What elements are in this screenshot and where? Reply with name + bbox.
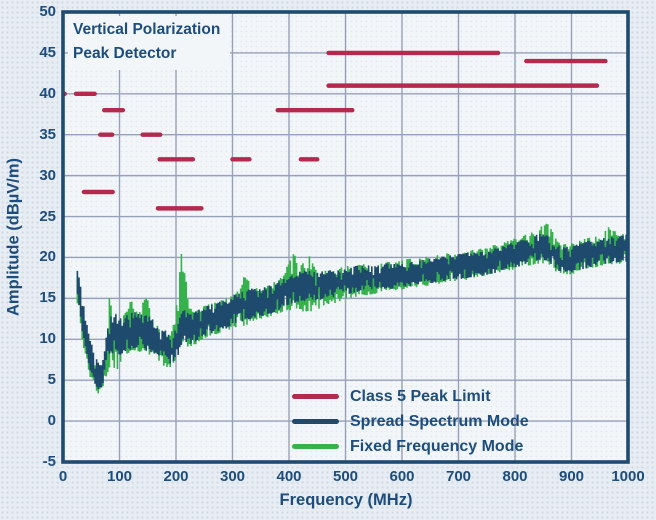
navy-trace-line-icon xyxy=(292,419,339,424)
legend-item-spread-spectrum-mode: Spread Spectrum Mode xyxy=(292,409,529,434)
y-tick-label: 10 xyxy=(39,330,56,348)
x-tick-label: 900 xyxy=(558,468,585,485)
y-tick-label: 30 xyxy=(39,166,56,184)
x-tick-label: 100 xyxy=(106,468,133,485)
legend-item-fixed-frequency-mode: Fixed Frequency Mode xyxy=(292,434,529,459)
annotation-line-1: Vertical Polarization xyxy=(73,21,221,38)
y-tick-label: 20 xyxy=(39,248,56,266)
y-tick-label: -5 xyxy=(42,453,56,470)
plot-border xyxy=(61,10,630,464)
legend-item-class5-peak-limit: Class 5 Peak Limit xyxy=(292,384,529,409)
annotation-line-2: Peak Detector xyxy=(73,45,177,63)
legend: Class 5 Peak Limit Spread Spectrum Mode … xyxy=(292,384,529,459)
x-axis-title: Frequency (MHz) xyxy=(279,491,413,509)
x-tick-label: 600 xyxy=(389,468,415,485)
green-trace-line-icon xyxy=(292,444,339,449)
legend-label: Spread Spectrum Mode xyxy=(350,412,529,430)
y-tick-label: 50 xyxy=(39,3,56,20)
x-tick-label: 700 xyxy=(445,468,472,485)
x-tick-label: 200 xyxy=(163,468,189,485)
y-tick-label: 35 xyxy=(39,125,56,143)
x-tick-label: 500 xyxy=(332,468,359,485)
legend-label: Class 5 Peak Limit xyxy=(350,387,491,405)
y-tick-label: 25 xyxy=(39,207,56,225)
x-tick-label: 1000 xyxy=(611,468,645,485)
y-tick-label: 0 xyxy=(47,412,56,430)
y-tick-label: 5 xyxy=(47,371,56,389)
x-tick-label: 400 xyxy=(276,468,302,485)
chart-annotation: Vertical Polarization Peak Detector xyxy=(68,16,231,71)
red-limit-line-icon xyxy=(292,394,339,399)
y-tick-label: 40 xyxy=(39,84,56,102)
spread-spectrum-trace xyxy=(76,234,627,389)
x-tick-label: 0 xyxy=(58,468,68,485)
y-tick-label: 45 xyxy=(39,43,56,61)
y-tick-label: 15 xyxy=(39,289,56,307)
x-tick-label: 300 xyxy=(219,468,246,485)
legend-label: Fixed Frequency Mode xyxy=(350,437,524,455)
x-tick-label: 800 xyxy=(502,468,528,485)
